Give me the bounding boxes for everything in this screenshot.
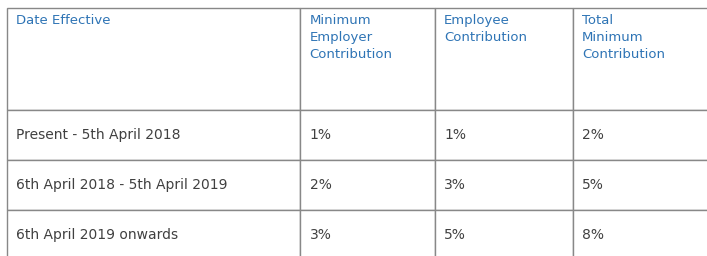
Bar bbox=[7, 8, 300, 110]
Bar bbox=[7, 160, 300, 210]
Bar bbox=[573, 160, 707, 210]
Text: 5%: 5% bbox=[444, 228, 466, 242]
Text: 5%: 5% bbox=[582, 178, 604, 192]
Bar bbox=[435, 160, 573, 210]
Bar bbox=[7, 210, 300, 256]
Text: Minimum
Employer
Contribution: Minimum Employer Contribution bbox=[310, 14, 392, 61]
Text: 8%: 8% bbox=[582, 228, 604, 242]
Text: 2%: 2% bbox=[310, 178, 332, 192]
Text: 3%: 3% bbox=[310, 228, 332, 242]
Bar bbox=[435, 8, 573, 110]
Text: Present - 5th April 2018: Present - 5th April 2018 bbox=[16, 128, 181, 142]
Bar bbox=[300, 8, 435, 110]
Text: Total
Minimum
Contribution: Total Minimum Contribution bbox=[582, 14, 665, 61]
Text: Employee
Contribution: Employee Contribution bbox=[444, 14, 527, 44]
Text: 1%: 1% bbox=[310, 128, 332, 142]
Text: 3%: 3% bbox=[444, 178, 466, 192]
Bar bbox=[300, 210, 435, 256]
Bar bbox=[300, 110, 435, 160]
Bar bbox=[573, 8, 707, 110]
Text: 1%: 1% bbox=[444, 128, 466, 142]
Text: Date Effective: Date Effective bbox=[16, 14, 111, 27]
Bar bbox=[573, 210, 707, 256]
Text: 6th April 2019 onwards: 6th April 2019 onwards bbox=[16, 228, 178, 242]
Bar bbox=[435, 110, 573, 160]
Bar bbox=[300, 160, 435, 210]
Bar bbox=[435, 210, 573, 256]
Text: 6th April 2018 - 5th April 2019: 6th April 2018 - 5th April 2019 bbox=[16, 178, 228, 192]
Bar bbox=[573, 110, 707, 160]
Text: 2%: 2% bbox=[582, 128, 604, 142]
Bar bbox=[7, 110, 300, 160]
